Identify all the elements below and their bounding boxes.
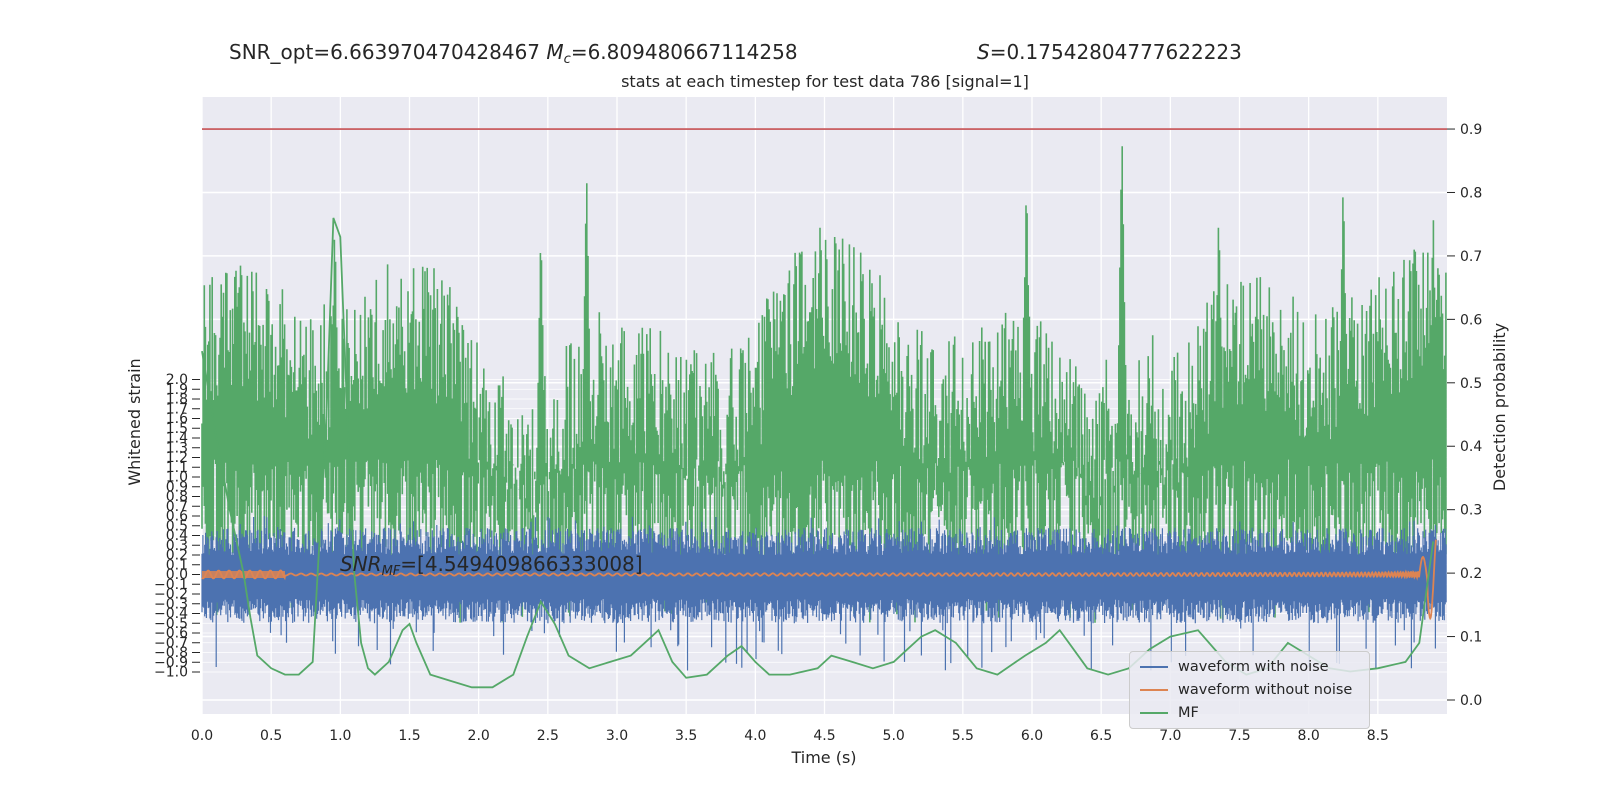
x-tick-5: 2.5 [537,728,559,744]
y-left-tick-9: 1.1 [166,460,188,476]
y-left-tick-27: −0.7 [154,635,188,651]
header-snr-mc: SNR_opt=6.663970470428467 Mc=6.809480667… [229,40,798,67]
legend-label-mf: MF [1178,705,1199,721]
snr-mf-value: =[4.549409866333008] [400,552,643,576]
mf-smooth-series [201,217,1435,689]
x-tick-0: 0.0 [191,728,213,744]
y-left-tick-14: 0.6 [166,509,188,525]
snr-opt-text: SNR_opt=6.663970470428467 [229,40,541,64]
x-tick-labels: 0.0 0.5 1.0 1.5 2.0 2.5 3.0 3.5 4.0 4.5 5.0 5.5 6.0 6… [191,728,1389,744]
y-left-tick-11: 0.9 [166,479,188,495]
s-value: =0.17542804777622223 [989,40,1242,64]
y-right-tick-2: 0.7 [1460,249,1482,265]
y-right-tick-3: 0.6 [1460,312,1482,328]
right-y-axis-label: Detection probability [1490,323,1509,491]
y-left-tick-16: 0.4 [166,528,188,544]
y-left-tick-22: −0.2 [154,587,188,603]
y-left-tick-19: 0.1 [166,557,188,573]
x-tick-14: 7.0 [1159,728,1181,744]
x-tick-13: 6.5 [1090,728,1112,744]
x-tick-16: 8.0 [1298,728,1320,744]
header-s: S=0.17542804777622223 [977,40,1242,64]
mf-smooth-line [201,217,1435,689]
y-left-tick-0: 2.0 [166,372,188,388]
y-left-tick-17: 0.3 [166,538,188,554]
left-y-tick-labels: 2.01.91.81.71.61.51.41.31.21.11.00.90.80… [154,372,200,681]
x-tick-3: 1.5 [398,728,420,744]
legend-swatch-noise [1140,666,1168,668]
x-tick-1: 0.5 [260,728,282,744]
legend-item-clean: waveform without noise [1140,680,1352,700]
mc-subscript: c [563,52,571,67]
y-left-tick-2: 1.8 [166,392,188,408]
y-left-tick-1: 1.9 [166,382,188,398]
y-left-tick-10: 1.0 [166,470,188,486]
y-right-tick-9: 0.0 [1460,693,1482,709]
y-left-tick-12: 0.8 [166,489,188,505]
y-left-tick-18: 0.2 [166,548,188,564]
y-left-tick-20: 0.0 [166,567,188,583]
legend-item-noise: waveform with noise [1140,657,1329,677]
y-left-tick-23: −0.3 [154,596,188,612]
x-tick-15: 7.5 [1228,728,1250,744]
legend: waveform with noise waveform without noi… [1129,651,1370,729]
x-tick-4: 2.0 [468,728,490,744]
mc-value: =6.809480667114258 [570,40,798,64]
y-right-tick-6: 0.3 [1460,503,1482,519]
y-left-tick-24: −0.4 [154,606,188,622]
y-left-tick-8: 1.2 [166,450,188,466]
y-right-tick-8: 0.1 [1460,630,1482,646]
y-right-tick-5: 0.4 [1460,439,1482,455]
y-right-tick-1: 0.8 [1460,185,1482,201]
y-left-tick-6: 1.4 [166,431,188,447]
y-right-tick-4: 0.5 [1460,376,1482,392]
x-tick-17: 8.5 [1367,728,1389,744]
y-left-tick-15: 0.5 [166,518,188,534]
y-left-tick-5: 1.5 [166,421,188,437]
clean-line [201,539,1437,621]
legend-swatch-mf [1140,712,1168,714]
legend-item-mf: MF [1140,703,1199,723]
s-symbol: S [977,40,990,64]
x-tick-7: 3.5 [675,728,697,744]
noise-series [201,516,1447,671]
mf-dense-line [201,146,1447,623]
left-y-axis-label: Whitened strain [125,358,144,485]
mf-dense-series [201,146,1447,623]
x-tick-10: 5.0 [883,728,905,744]
snr-mf-annotation: SNRMF=[4.549409866333008] [340,552,643,579]
y-left-tick-28: −0.8 [154,645,188,661]
y-left-tick-7: 1.3 [166,440,188,456]
x-tick-8: 4.0 [744,728,766,744]
x-tick-6: 3.0 [606,728,628,744]
x-tick-9: 4.5 [813,728,835,744]
legend-label-noise: waveform with noise [1178,659,1329,675]
x-axis-label: Time (s) [790,748,856,767]
y-right-tick-0: 0.9 [1460,122,1482,138]
y-left-tick-29: −0.9 [154,655,188,671]
y-left-tick-3: 1.7 [166,401,188,417]
y-right-tick-7: 0.2 [1460,566,1482,582]
right-y-tick-labels: 0.9 0.8 0.7 0.6 0.5 0.4 0.3 0.2 0.1 0.0 [1447,122,1482,709]
y-left-tick-21: −0.1 [154,577,188,593]
noise-line [201,516,1447,671]
snr-mf-subscript: MF [381,564,401,579]
y-left-tick-4: 1.6 [166,411,188,427]
y-left-tick-30: −1.0 [154,665,188,681]
y-left-tick-13: 0.7 [166,499,188,515]
y-left-tick-25: −0.5 [154,616,188,632]
y-left-tick-26: −0.6 [154,626,188,642]
x-tick-2: 1.0 [329,728,351,744]
snr-mf-symbol: SNR [340,552,382,576]
legend-swatch-clean [1140,689,1168,691]
chart-title: stats at each timestep for test data 786… [621,72,1029,91]
x-tick-12: 6.0 [1021,728,1043,744]
mc-symbol: M [546,40,564,64]
x-tick-11: 5.5 [952,728,974,744]
legend-label-clean: waveform without noise [1178,682,1353,698]
